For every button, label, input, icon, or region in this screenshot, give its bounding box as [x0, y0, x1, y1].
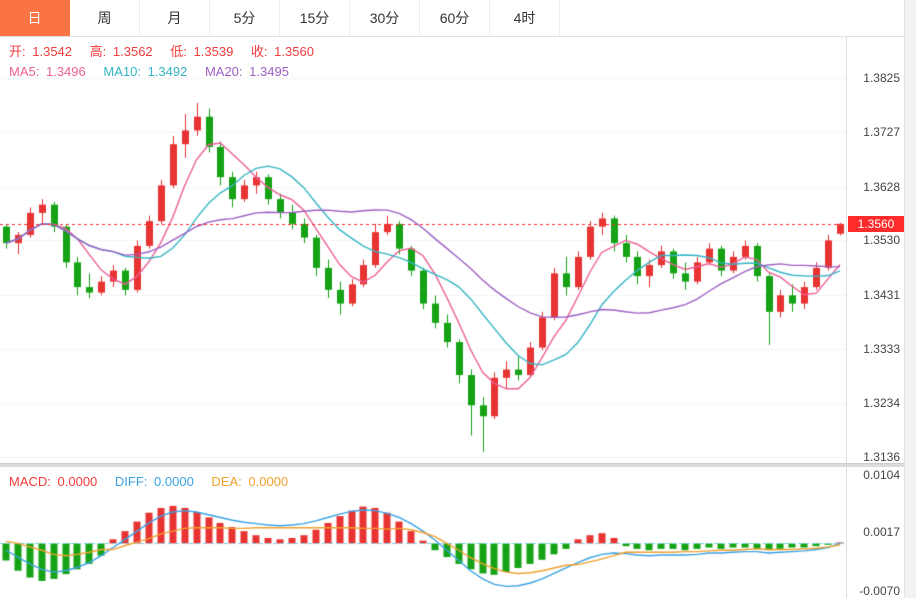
main-chart-canvas[interactable]: [0, 37, 846, 463]
axis-tick-label: 1.3727: [863, 125, 900, 140]
panel-divider: [0, 463, 916, 467]
axis-tick-label: 1.3234: [863, 396, 900, 411]
macd-chart-canvas[interactable]: [0, 467, 846, 598]
axis-tick-label: 0.0104: [863, 468, 900, 482]
axis-tick-label: 1.3825: [863, 71, 900, 86]
tab-4hour[interactable]: 4时: [490, 0, 560, 36]
tab-15min[interactable]: 15分: [280, 0, 350, 36]
axis-tick-label: 1.3530: [863, 233, 900, 248]
tab-bar: 日 周 月 5分 15分 30分 60分 4时: [0, 0, 916, 37]
scrollbar-track[interactable]: [904, 0, 916, 598]
tab-30min[interactable]: 30分: [350, 0, 420, 36]
axis-tick-label: 1.3431: [863, 287, 900, 302]
axis-tick-label: 1.3333: [863, 341, 900, 356]
main-chart-panel: 开: 1.3542 高: 1.3562 低: 1.3539 收: 1.3560 …: [0, 37, 916, 464]
axis-tick-label: -0.0070: [859, 584, 900, 598]
tab-60min[interactable]: 60分: [420, 0, 490, 36]
tab-5min[interactable]: 5分: [210, 0, 280, 36]
current-price-badge: 1.3560: [848, 215, 904, 232]
tab-month[interactable]: 月: [140, 0, 210, 36]
tab-week[interactable]: 周: [70, 0, 140, 36]
axis-tick-label: 1.3136: [863, 449, 900, 464]
tab-day[interactable]: 日: [0, 0, 70, 36]
axis-tick-label: 1.3628: [863, 179, 900, 194]
axis-tick-label: 0.0017: [863, 524, 900, 539]
macd-panel: MACD: 0.0000 DIFF: 0.0000 DEA: 0.0000 0.…: [0, 467, 916, 598]
